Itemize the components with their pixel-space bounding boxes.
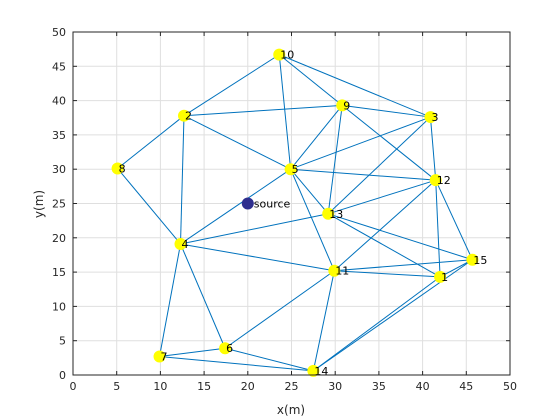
edge-4-11 bbox=[180, 243, 335, 272]
edge-8-4 bbox=[117, 168, 181, 245]
source-label: source bbox=[254, 198, 291, 211]
y-tick-label: 45 bbox=[52, 60, 66, 73]
node-5-marker bbox=[284, 163, 297, 176]
y-tick-label: 5 bbox=[59, 335, 66, 348]
node-14-label: 14 bbox=[314, 365, 328, 378]
x-tick-label: 30 bbox=[328, 380, 342, 393]
node-4-marker bbox=[174, 237, 187, 250]
x-tick-label: 10 bbox=[153, 380, 167, 393]
edge-6-14 bbox=[224, 347, 314, 372]
edge-5-11 bbox=[290, 169, 335, 271]
edge-10-3 bbox=[279, 54, 431, 118]
edge-2-4 bbox=[180, 115, 185, 244]
edge-13-1 bbox=[327, 213, 441, 278]
edge-4-6 bbox=[180, 243, 226, 349]
edge-12-11 bbox=[333, 179, 437, 272]
edge-12-1 bbox=[435, 180, 441, 277]
node-13-marker bbox=[322, 207, 335, 220]
node-5-label: 5 bbox=[292, 163, 299, 176]
node-9-label: 9 bbox=[343, 99, 350, 112]
node-3-marker bbox=[424, 111, 437, 124]
x-tick-label: 15 bbox=[197, 380, 211, 393]
node-4-label: 4 bbox=[182, 238, 189, 251]
node-8-marker bbox=[111, 162, 124, 175]
x-tick-label: 50 bbox=[503, 380, 517, 393]
node-11-marker bbox=[328, 264, 341, 277]
edge-3-13 bbox=[327, 116, 431, 215]
source-marker bbox=[241, 197, 254, 210]
node-13-label: 13 bbox=[329, 208, 343, 221]
edge-4-7 bbox=[159, 243, 181, 357]
node-7-marker bbox=[153, 350, 166, 363]
edge-11-15 bbox=[334, 259, 473, 272]
edge-3-5 bbox=[290, 116, 431, 170]
x-tick-label: 35 bbox=[372, 380, 386, 393]
y-tick-label: 10 bbox=[52, 300, 66, 313]
edge-9-5 bbox=[290, 105, 343, 170]
edge-11-6 bbox=[224, 270, 335, 349]
x-tick-label: 20 bbox=[241, 380, 255, 393]
edge-13-15 bbox=[328, 213, 473, 261]
edge-2-5 bbox=[183, 115, 291, 170]
edge-10-5 bbox=[278, 54, 292, 170]
x-tick-label: 45 bbox=[459, 380, 473, 393]
node-12-label: 12 bbox=[437, 174, 451, 187]
edge-10-9 bbox=[278, 54, 343, 106]
y-tick-label: 20 bbox=[52, 232, 66, 245]
y-axis-label: y(m) bbox=[32, 190, 46, 218]
edge-12-13 bbox=[328, 179, 436, 215]
y-tick-label: 25 bbox=[52, 198, 66, 211]
edge-7-14 bbox=[159, 355, 314, 372]
node-2-marker bbox=[177, 109, 190, 122]
edge-11-1 bbox=[334, 270, 441, 278]
y-tick-label: 50 bbox=[52, 26, 66, 39]
node-7-label: 7 bbox=[161, 350, 168, 363]
node-10-label: 10 bbox=[280, 49, 294, 62]
x-tick-label: 0 bbox=[70, 380, 77, 393]
node-15-marker bbox=[466, 253, 479, 266]
node-9-marker bbox=[336, 99, 349, 112]
edge-5-4 bbox=[180, 168, 291, 245]
y-tick-label: 0 bbox=[59, 369, 66, 382]
edge-9-12 bbox=[341, 105, 437, 181]
y-tick-label: 40 bbox=[52, 95, 66, 108]
node-8-label: 8 bbox=[119, 163, 126, 176]
x-tick-label: 40 bbox=[416, 380, 430, 393]
node-2-label: 2 bbox=[185, 110, 192, 123]
edge-2-9 bbox=[183, 104, 343, 117]
edge-12-15 bbox=[435, 179, 473, 260]
source-group: source bbox=[241, 197, 291, 211]
node-1-label: 1 bbox=[441, 271, 448, 284]
node-12-marker bbox=[429, 174, 442, 187]
edge-9-13 bbox=[327, 105, 343, 214]
node-11-label: 11 bbox=[335, 265, 349, 278]
edge-3-12 bbox=[429, 117, 437, 181]
edge-5-13 bbox=[290, 168, 329, 215]
node-6-marker bbox=[219, 342, 232, 355]
node-6-label: 6 bbox=[226, 342, 233, 355]
edge-2-8 bbox=[117, 115, 185, 169]
x-tick-label: 5 bbox=[113, 380, 120, 393]
y-tick-label: 15 bbox=[52, 266, 66, 279]
node-14-marker bbox=[307, 364, 320, 377]
y-tick-label: 35 bbox=[52, 129, 66, 142]
edge-5-12 bbox=[290, 168, 436, 181]
x-axis-label: x(m) bbox=[277, 403, 305, 417]
edge-7-6 bbox=[159, 347, 226, 357]
y-tick-label: 30 bbox=[52, 163, 66, 176]
node-3-label: 3 bbox=[431, 111, 438, 124]
edge-11-14 bbox=[312, 270, 335, 371]
edge-1-14 bbox=[313, 276, 441, 372]
x-tick-label: 25 bbox=[285, 380, 299, 393]
node-1-marker bbox=[434, 270, 447, 283]
edge-13-4 bbox=[180, 213, 329, 245]
node-10-marker bbox=[273, 48, 286, 61]
edge-9-3 bbox=[342, 104, 431, 118]
edge-15-1 bbox=[439, 259, 473, 278]
edge-10-2 bbox=[183, 54, 280, 117]
node-15-label: 15 bbox=[473, 254, 487, 267]
